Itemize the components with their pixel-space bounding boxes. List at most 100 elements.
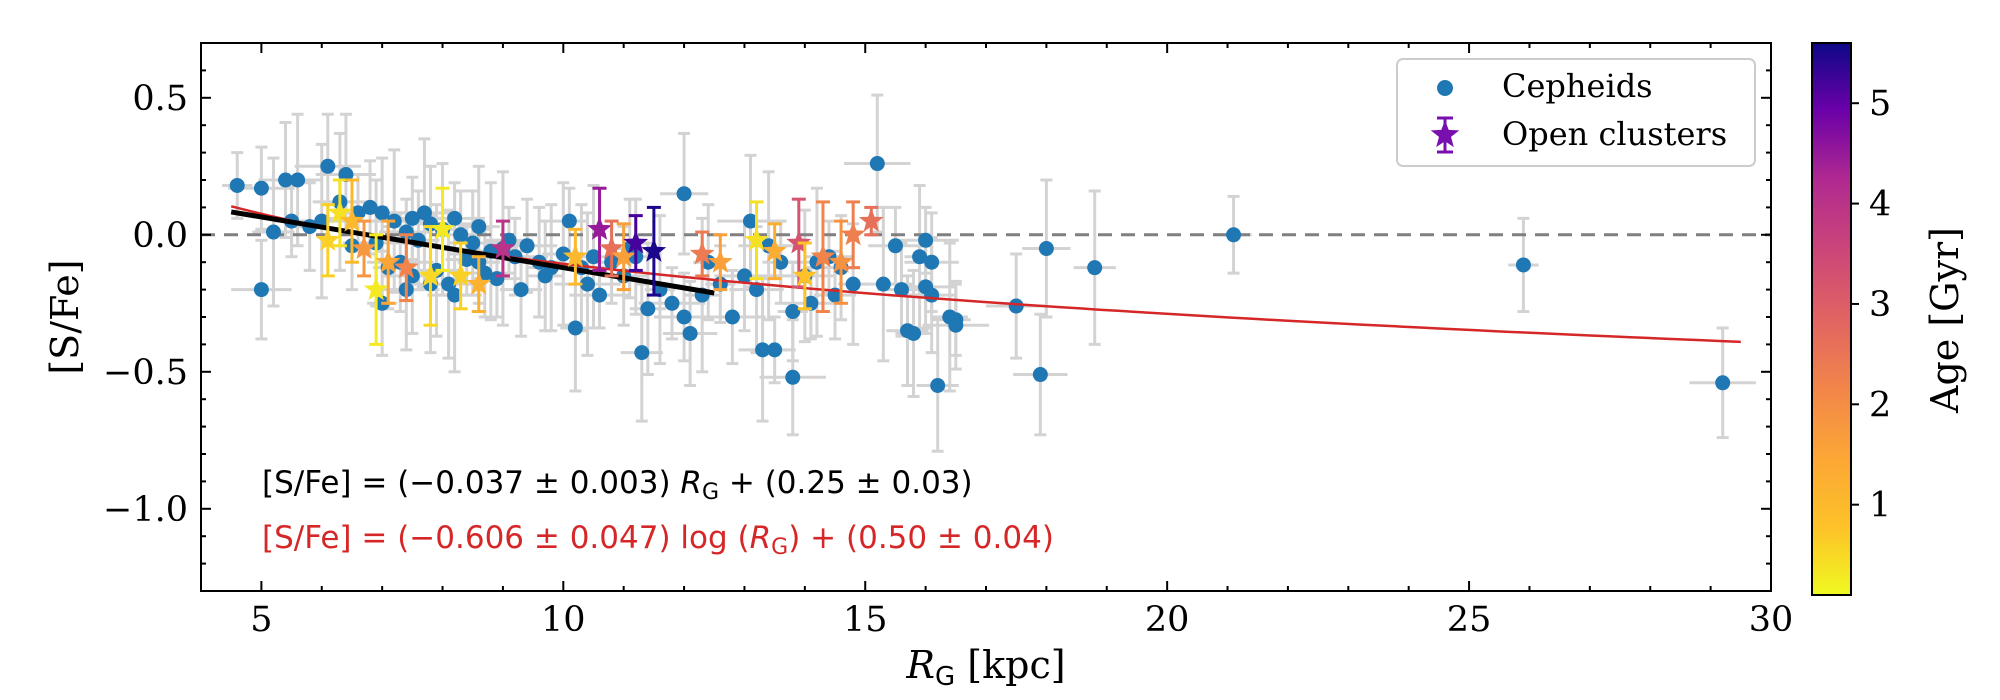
colorbar-ticks: 1 2 3 4 5 [1851,84,1891,526]
open-cluster-point [641,205,667,297]
open-cluster-point [587,186,612,272]
cepheid-point [1226,227,1242,243]
cepheid-point [930,378,946,393]
colorbar-tick-label: 2 [1869,385,1891,425]
open-cluster-point [599,219,624,278]
y-axis: 0.5 0.0 −0.5 −1.0 [103,42,1771,592]
cepheid-point [253,180,269,196]
cepheid-point [749,282,765,298]
cepheid-point [513,282,529,298]
y-axis-label: [S/Fe] [43,259,87,374]
colorbar-tick-label: 5 [1869,84,1891,124]
x-label-r: R [905,643,935,687]
cepheid-point [555,246,571,262]
open-cluster-point [339,178,365,264]
open-cluster-point [828,219,854,305]
cepheid-point [875,276,891,292]
open-cluster-point [351,219,377,278]
cepheid-point [278,172,294,188]
open-cluster-point [792,241,818,311]
cepheid-point [320,158,336,174]
x-axis: 5 10 15 20 25 30 [200,43,1793,640]
open-cluster-point [810,200,836,314]
open-cluster-point [858,205,884,237]
cepheid-point [918,232,934,248]
cepheid-point [1038,241,1054,256]
cepheid-point [676,186,692,202]
cepheid-point [465,235,481,251]
open-cluster-point [448,241,473,311]
cepheid-point [724,309,740,325]
open-cluster-point [689,230,715,278]
cepheid-point [887,238,903,254]
cepheid-point [229,177,245,193]
cepheid-point [803,295,819,311]
cepheid-point [561,213,577,229]
open-cluster-point [327,178,353,248]
cepheid-point [338,167,354,183]
cepheid-point [459,251,475,267]
cepheid-point [441,276,457,292]
cepheid-point [767,342,783,358]
y-tick-label: −0.5 [103,353,188,393]
cepheid-point [519,238,535,254]
y-tick-label: −1.0 [103,490,188,530]
cepheid-point [447,287,463,303]
cepheid-point [290,172,306,188]
cepheid-point [924,254,940,270]
cepheid-point [416,205,432,221]
x-tick-label: 10 [541,600,586,640]
open-cluster-point [762,222,787,281]
cepheid-point [579,276,595,292]
cepheid-point [1032,367,1048,383]
x-tick-label: 5 [250,600,272,640]
open-cluster-point [430,186,455,272]
cepheid-point [471,219,487,235]
cepheid-point [586,249,601,265]
cepheid-point [906,325,922,341]
colorbar-label: Age [Gyr] [1923,227,1967,414]
open-cluster-point [563,227,588,286]
open-cluster-point [315,203,341,278]
cepheid-point [567,320,583,336]
legend-star-icon [1430,120,1460,148]
cepheid-point [743,213,758,229]
cepheid-point [785,369,801,385]
cepheid-point [682,325,698,341]
cepheid-point [404,210,420,226]
x-tick-label: 15 [843,600,888,640]
cepheid-point [924,287,940,303]
cepheid-point [453,227,469,243]
fit-line-linear [230,209,715,296]
cepheid-point [912,249,928,265]
cepheid-point [1715,375,1731,391]
cepheid-point [634,345,650,361]
cepheid-point [374,205,390,221]
open-cluster-point [840,200,866,270]
colorbar-tick-label: 1 [1869,486,1891,526]
colorbar-gradient [1811,42,1852,596]
open-cluster-point [611,222,637,292]
cepheid-point [447,210,463,226]
open-cluster-point [707,233,733,292]
cepheid-point [592,287,608,303]
cepheid-point [676,309,692,325]
equation-log: [S/Fe] = (−0.606 ± 0.047) log (RG) + (0.… [262,520,1054,560]
legend-clusters-label: Open clusters [1502,115,1727,153]
legend: Cepheids Open clusters [1396,58,1756,167]
cepheid-point [845,276,861,292]
legend-cepheids-label: Cepheids [1502,67,1653,105]
cepheid-point [537,268,553,284]
cepheid-point [773,254,789,270]
cepheid-point [265,224,281,240]
cepheid-point [640,301,656,317]
open-cluster-point [393,233,419,303]
open-cluster-points [315,178,884,346]
y-tick-label: 0.5 [132,79,188,119]
cepheid-point [736,268,752,284]
x-label-sub: G [935,662,955,692]
open-cluster-point [466,255,492,314]
colorbar: 1 2 3 4 5 Age [Gyr] [1811,42,1967,596]
cepheid-point [1008,298,1024,314]
